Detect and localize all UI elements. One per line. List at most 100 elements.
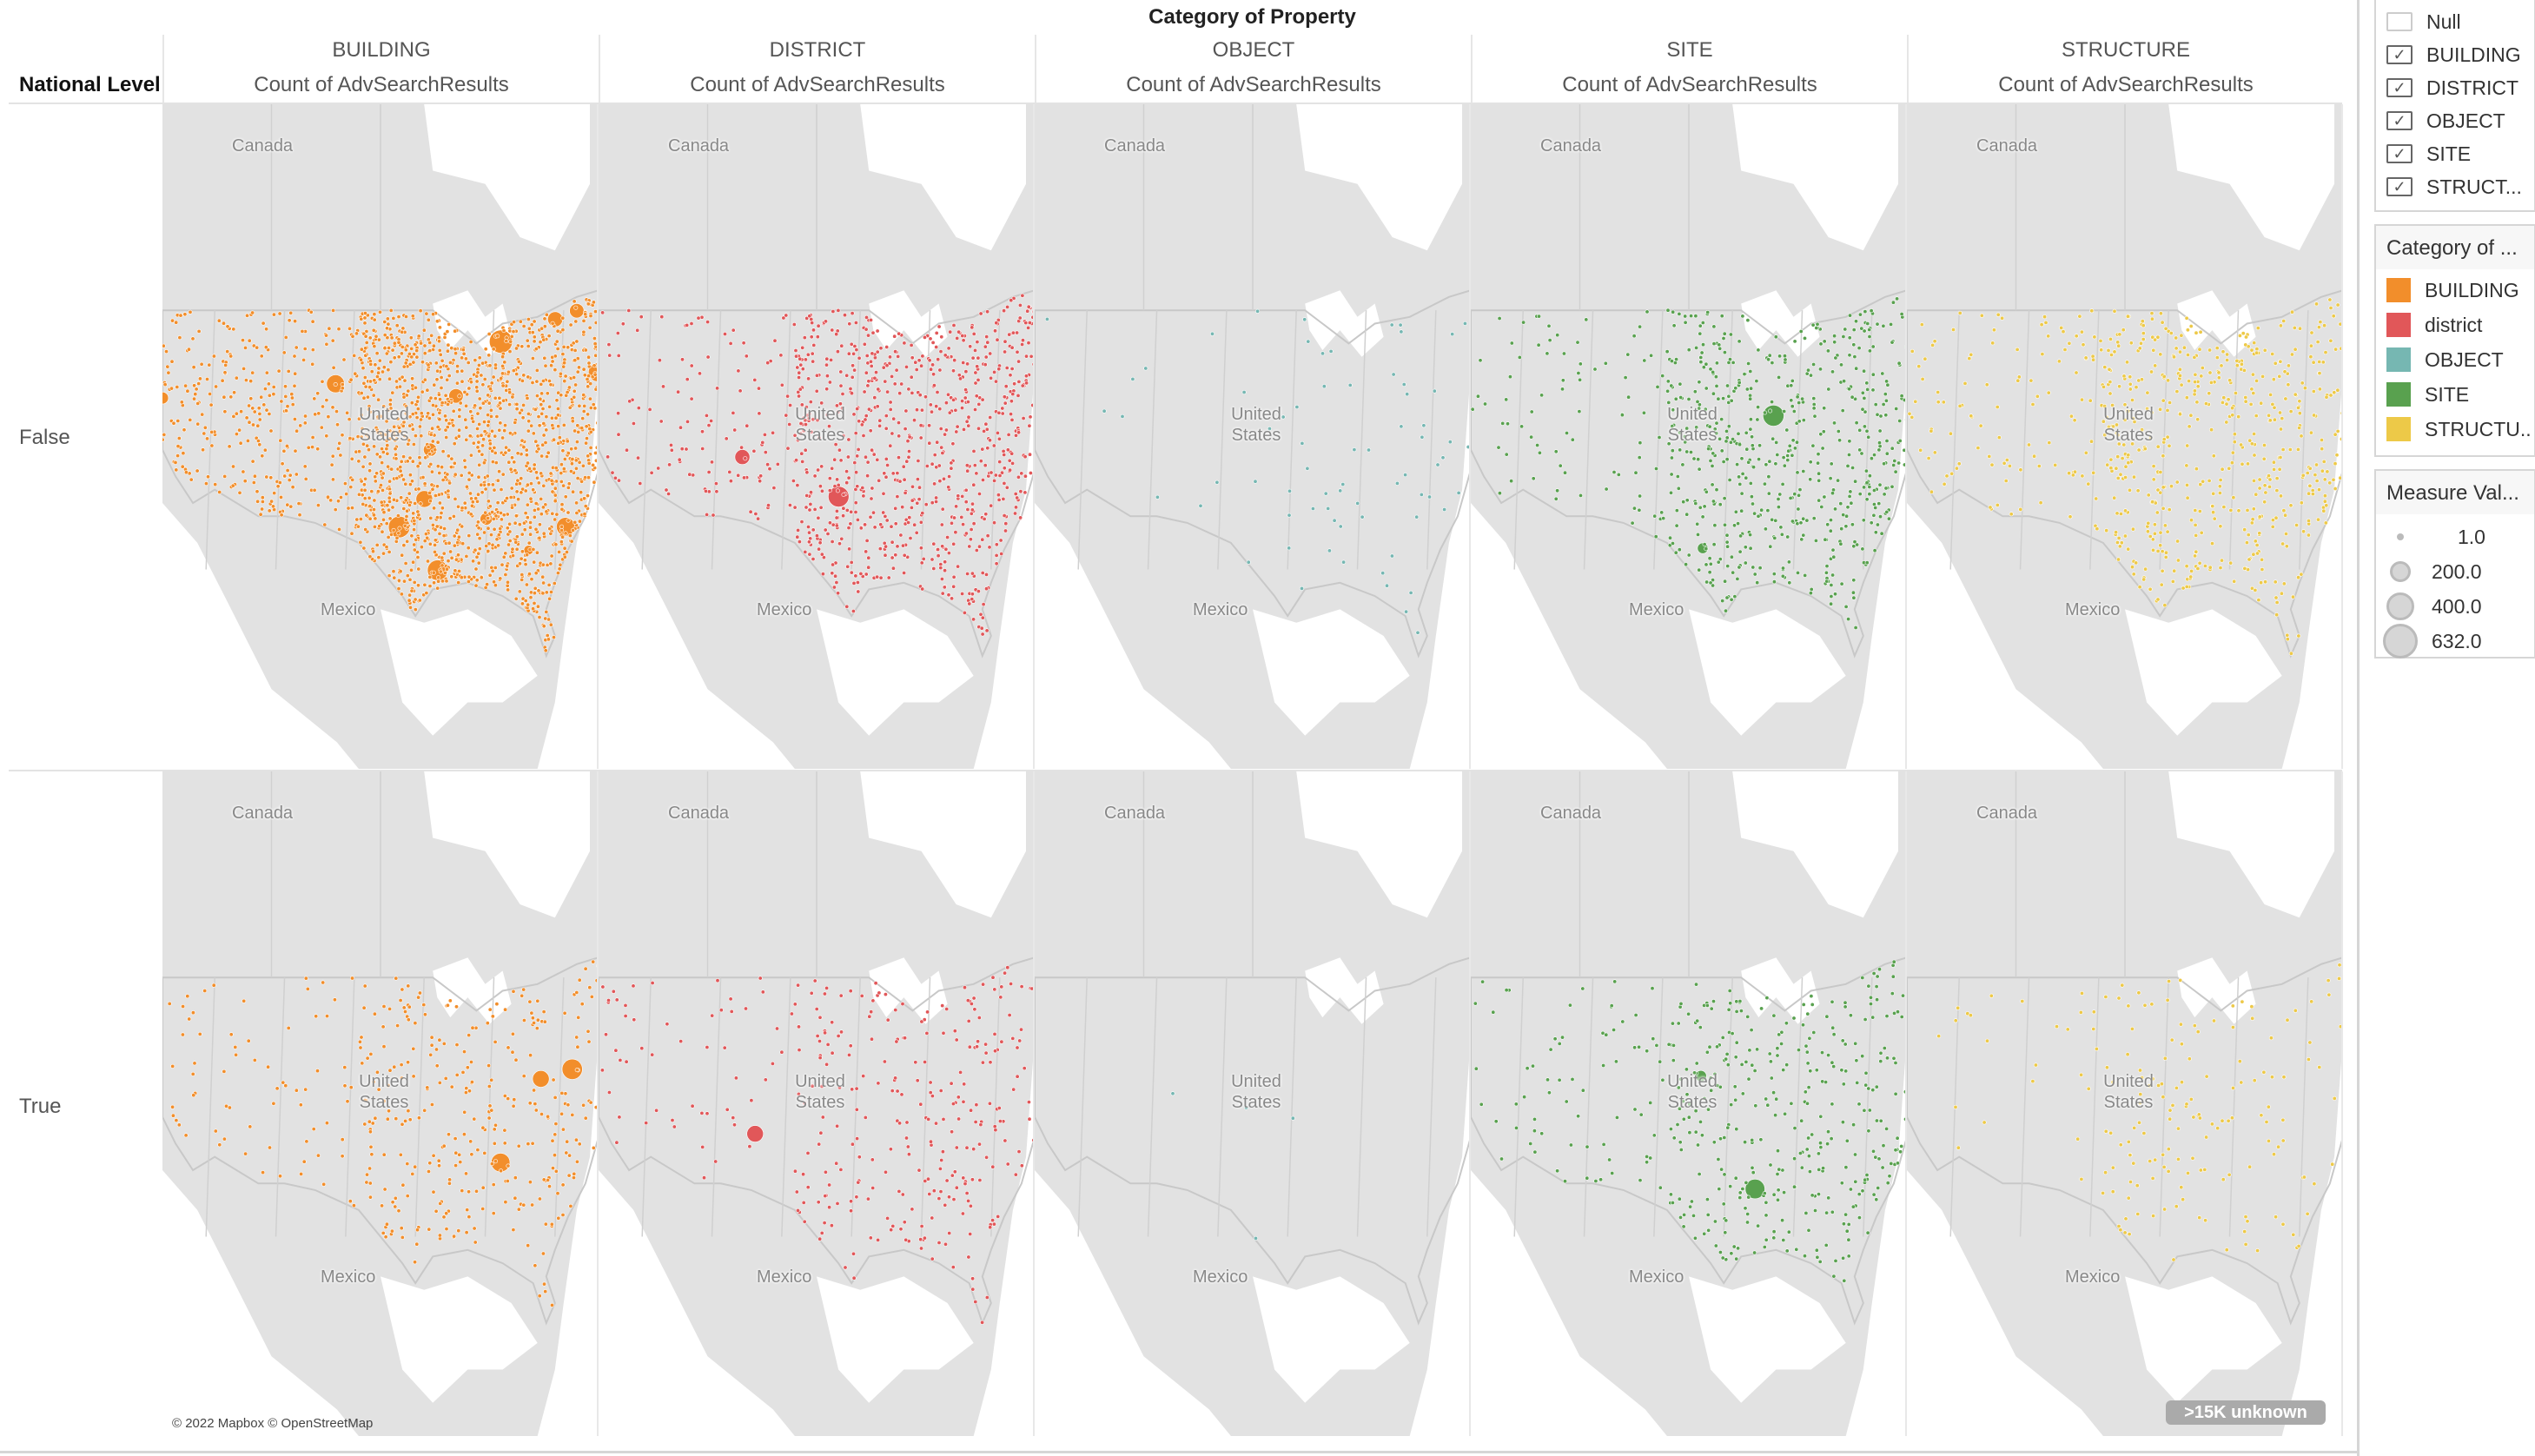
data-point bbox=[433, 542, 438, 547]
data-point bbox=[434, 361, 439, 366]
data-point bbox=[398, 997, 403, 1003]
data-point bbox=[2334, 453, 2340, 458]
data-point bbox=[267, 393, 272, 398]
data-point bbox=[452, 533, 457, 539]
map-canvas[interactable] bbox=[162, 771, 599, 1436]
data-point bbox=[403, 361, 408, 366]
data-point bbox=[1854, 366, 1859, 371]
data-point bbox=[294, 345, 299, 350]
map-canvas[interactable] bbox=[599, 771, 1035, 1436]
data-point bbox=[477, 536, 482, 541]
data-point bbox=[872, 375, 877, 381]
data-point bbox=[525, 515, 530, 520]
map-canvas[interactable] bbox=[1471, 104, 1907, 769]
map-panel-true-building[interactable]: Canada Mexico United States bbox=[162, 771, 599, 1436]
data-point bbox=[379, 500, 384, 505]
data-point bbox=[772, 338, 778, 343]
data-point bbox=[430, 439, 435, 444]
data-point bbox=[947, 410, 952, 415]
data-point bbox=[903, 427, 908, 432]
map-panel-false-structure[interactable]: Canada Mexico United States bbox=[1907, 104, 2343, 769]
column-header-building[interactable]: BUILDING Count of AdvSearchResults bbox=[162, 35, 599, 104]
data-point bbox=[289, 395, 295, 400]
column-header-district[interactable]: DISTRICT Count of AdvSearchResults bbox=[599, 35, 1035, 104]
map-canvas[interactable] bbox=[1035, 104, 1471, 769]
data-point bbox=[476, 474, 481, 480]
data-point bbox=[2339, 346, 2341, 351]
data-point bbox=[423, 532, 428, 537]
data-point bbox=[2308, 430, 2313, 435]
data-point bbox=[846, 437, 851, 442]
map-canvas[interactable] bbox=[1907, 104, 2343, 769]
data-point bbox=[1777, 492, 1783, 497]
data-point bbox=[1504, 452, 1509, 457]
data-point bbox=[271, 384, 276, 389]
data-point bbox=[903, 1135, 909, 1141]
data-point bbox=[1817, 367, 1823, 372]
data-point bbox=[1942, 481, 1947, 486]
data-point bbox=[393, 438, 398, 443]
data-point bbox=[234, 432, 239, 437]
data-point bbox=[849, 1199, 854, 1204]
column-header-object[interactable]: OBJECT Count of AdvSearchResults bbox=[1035, 35, 1471, 104]
column-header-site[interactable]: SITE Count of AdvSearchResults bbox=[1471, 35, 1907, 104]
data-point bbox=[438, 352, 443, 357]
data-point bbox=[885, 462, 890, 467]
data-point bbox=[917, 497, 922, 502]
data-point bbox=[974, 471, 979, 476]
data-point bbox=[464, 1230, 469, 1235]
data-point bbox=[1724, 457, 1730, 462]
data-point bbox=[616, 353, 621, 358]
data-point bbox=[976, 401, 982, 407]
data-point bbox=[961, 360, 966, 365]
data-point bbox=[811, 359, 816, 364]
data-point bbox=[278, 1174, 283, 1179]
data-point bbox=[541, 624, 546, 629]
data-point bbox=[2315, 517, 2320, 522]
data-point bbox=[878, 346, 884, 351]
data-point bbox=[893, 506, 898, 511]
data-point bbox=[336, 327, 341, 332]
data-point bbox=[262, 387, 268, 392]
data-point bbox=[2227, 466, 2232, 471]
data-point bbox=[1019, 471, 1024, 476]
data-point bbox=[2141, 331, 2146, 336]
data-point bbox=[2194, 400, 2200, 405]
data-point bbox=[384, 545, 389, 550]
data-point bbox=[292, 354, 297, 359]
data-point bbox=[855, 1136, 860, 1142]
data-point bbox=[576, 1015, 581, 1020]
data-point bbox=[1788, 495, 1793, 500]
data-point bbox=[984, 1294, 990, 1300]
data-point bbox=[1450, 332, 1455, 337]
data-point bbox=[864, 538, 870, 543]
map-canvas[interactable] bbox=[599, 104, 1035, 769]
data-point bbox=[897, 1188, 902, 1194]
data-point bbox=[994, 542, 999, 547]
map-panel-false-object[interactable]: Canada Mexico United States bbox=[1035, 104, 1471, 769]
map-panel-false-district[interactable]: Canada Mexico United States bbox=[599, 104, 1035, 769]
map-panel-false-site[interactable]: Canada Mexico United States bbox=[1471, 104, 1907, 769]
data-point bbox=[526, 411, 531, 416]
data-point bbox=[984, 628, 990, 633]
data-point bbox=[2149, 410, 2154, 415]
data-point bbox=[745, 423, 750, 428]
map-canvas[interactable] bbox=[162, 104, 599, 769]
map-label-us: United States bbox=[359, 405, 409, 445]
data-point bbox=[2125, 360, 2130, 365]
data-point bbox=[1253, 479, 1258, 484]
pacific-water bbox=[599, 1170, 795, 1436]
data-point bbox=[486, 1063, 492, 1069]
data-point bbox=[934, 499, 939, 504]
data-point bbox=[727, 469, 732, 474]
data-point bbox=[1670, 424, 1675, 429]
data-point bbox=[973, 1119, 978, 1124]
data-point bbox=[876, 1081, 881, 1086]
map-panel-true-district[interactable]: Canada Mexico United States bbox=[599, 771, 1035, 1436]
data-point bbox=[387, 1068, 393, 1073]
column-header-structure[interactable]: STRUCTURE Count of AdvSearchResults bbox=[1907, 35, 2343, 104]
data-point bbox=[2225, 352, 2230, 357]
data-point bbox=[532, 467, 537, 472]
data-point bbox=[980, 632, 985, 637]
map-panel-false-building[interactable]: Canada Mexico United States bbox=[162, 104, 599, 769]
